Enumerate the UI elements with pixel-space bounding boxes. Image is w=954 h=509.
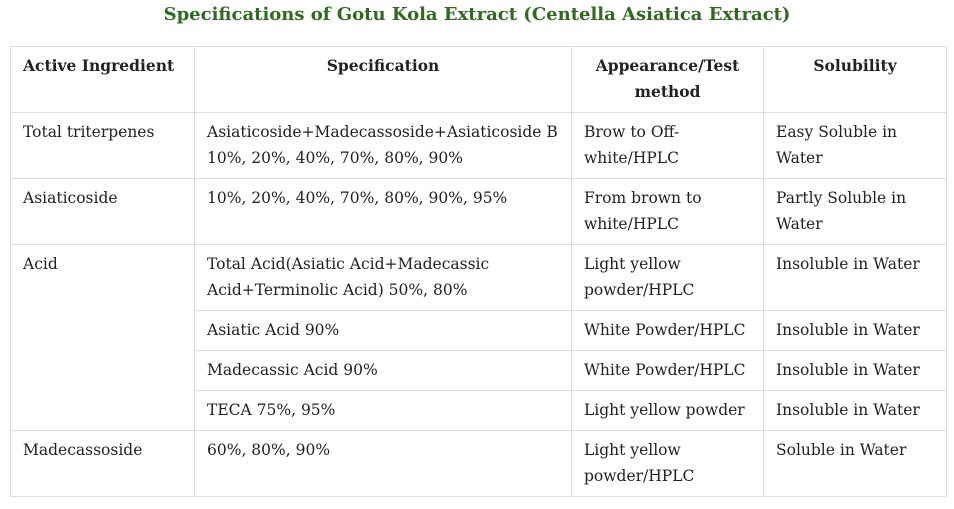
specification-cell: 10%, 20%, 40%, 70%, 80%, 90%, 95% — [194, 178, 572, 245]
specification-cell: TECA 75%, 95% — [194, 390, 572, 431]
table-row: Total triterpenes Asiaticoside+Madecasso… — [10, 112, 947, 179]
solubility-cell: Insoluble in Water — [763, 310, 947, 351]
solubility-cell: Insoluble in Water — [763, 244, 947, 311]
appearance-cell: Light yellow powder/HPLC — [571, 430, 764, 497]
solubility-cell: Partly Soluble in Water — [763, 178, 947, 245]
column-header-ingredient: Active Ingredient — [10, 46, 195, 113]
solubility-cell: Insoluble in Water — [763, 390, 947, 431]
table-row: Asiaticoside 10%, 20%, 40%, 70%, 80%, 90… — [10, 178, 947, 245]
table-row: Asiatic Acid 90% White Powder/HPLC Insol… — [11, 310, 947, 351]
appearance-cell: From brown to white/HPLC — [571, 178, 764, 245]
column-header-solubility: Solubility — [763, 46, 947, 113]
solubility-cell: Easy Soluble in Water — [763, 112, 947, 179]
specification-cell: Madecassic Acid 90% — [194, 350, 572, 391]
ingredient-cell: Total triterpenes — [10, 112, 195, 179]
appearance-cell: White Powder/HPLC — [571, 310, 764, 351]
column-header-appearance: Appearance/Test method — [571, 46, 764, 113]
page-title: Specifications of Gotu Kola Extract (Cen… — [163, 4, 791, 25]
table-row: Madecassoside 60%, 80%, 90% Light yellow… — [10, 430, 947, 497]
specifications-table: Active Ingredient Specification Appearan… — [10, 46, 947, 497]
appearance-cell: Light yellow powder/HPLC — [571, 244, 764, 311]
column-header-specification: Specification — [194, 46, 572, 113]
ingredient-cell: Madecassoside — [10, 430, 195, 497]
solubility-cell: Soluble in Water — [763, 430, 947, 497]
appearance-cell: Brow to Off-white/HPLC — [571, 112, 764, 179]
appearance-cell: Light yellow powder — [571, 390, 764, 431]
solubility-cell: Insoluble in Water — [763, 350, 947, 391]
table-row: Acid Total Acid(Asiatic Acid+Madecassic … — [10, 244, 947, 431]
table-row: TECA 75%, 95% Light yellow powder Insolu… — [11, 390, 947, 431]
specification-cell: Asiatic Acid 90% — [194, 310, 572, 351]
specification-cell: 60%, 80%, 90% — [194, 430, 572, 497]
ingredient-cell: Acid — [10, 244, 195, 431]
specification-cell: Asiaticoside+Madecassoside+Asiaticoside … — [194, 112, 572, 179]
ingredient-cell: Asiaticoside — [10, 178, 195, 245]
table-row: Madecassic Acid 90% White Powder/HPLC In… — [11, 350, 947, 391]
table-header-row: Active Ingredient Specification Appearan… — [10, 46, 947, 113]
specification-cell: Total Acid(Asiatic Acid+Madecassic Acid+… — [194, 244, 572, 311]
appearance-cell: White Powder/HPLC — [571, 350, 764, 391]
